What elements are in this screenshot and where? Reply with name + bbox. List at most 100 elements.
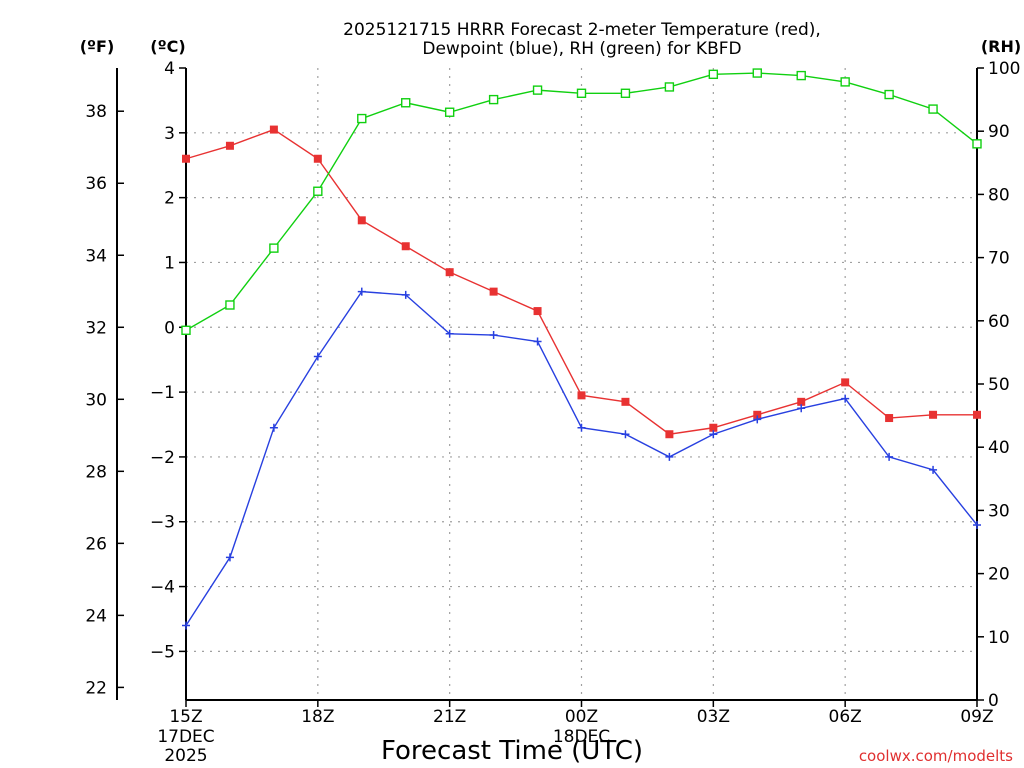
celsius-tick-label: −1 (150, 383, 175, 403)
data-series (181, 68, 982, 630)
data-point (796, 70, 806, 81)
data-point (577, 391, 586, 400)
data-point (665, 452, 674, 461)
data-point (489, 331, 498, 340)
data-point (577, 423, 586, 432)
data-point (665, 430, 674, 439)
fahrenheit-tick-label: 26 (85, 534, 107, 554)
celsius-tick-label: −3 (150, 513, 175, 533)
rh-tick-label: 60 (988, 312, 1010, 332)
data-point (357, 216, 366, 225)
x-tick-label: 15Z (169, 707, 202, 727)
rh-tick-label: 70 (988, 249, 1010, 269)
series-dewpoint (182, 287, 981, 630)
data-point (225, 300, 235, 310)
rh-tick-label: 90 (988, 122, 1010, 142)
fahrenheit-tick-label: 28 (85, 462, 107, 482)
data-point (841, 378, 850, 387)
data-point (444, 107, 455, 117)
data-point (445, 268, 454, 277)
data-point (445, 329, 454, 338)
data-point (357, 113, 367, 124)
data-point (621, 397, 630, 406)
watermark: coolwx.com/modelts (859, 747, 1013, 765)
x-tick-label: 18Z (301, 707, 334, 727)
celsius-tick-label: 1 (164, 253, 175, 273)
x-tick-sublabel: 17DEC (157, 727, 214, 747)
data-point (620, 88, 631, 98)
rh-tick-label: 10 (988, 628, 1010, 648)
data-point (401, 98, 411, 108)
data-point (972, 139, 982, 149)
data-point (489, 287, 498, 296)
data-point (752, 68, 762, 78)
fahrenheit-tick-label: 22 (85, 678, 107, 698)
data-point (488, 94, 499, 105)
x-tick-label: 06Z (829, 707, 862, 727)
data-point (709, 430, 718, 439)
celsius-tick-label: −5 (150, 642, 175, 662)
data-point (884, 89, 894, 100)
x-tick-label: 09Z (960, 707, 993, 727)
fahrenheit-tick-label: 30 (85, 390, 107, 410)
data-point (973, 520, 981, 529)
series-rh (181, 68, 982, 335)
fahrenheit-tick-label: 24 (85, 606, 107, 626)
rh-tick-label: 50 (988, 375, 1010, 395)
data-point (709, 423, 718, 432)
fahrenheit-tick-label: 32 (85, 318, 107, 338)
data-point (313, 186, 323, 196)
data-point (225, 141, 234, 150)
data-point (269, 243, 279, 253)
data-point (269, 423, 278, 432)
data-point (841, 394, 850, 403)
celsius-tick-label: 4 (164, 59, 175, 79)
data-point (664, 82, 675, 92)
fahrenheit-tick-label: 34 (85, 246, 107, 266)
chart-subtitle: Dewpoint (blue), RH (green) for KBFD (422, 39, 741, 59)
fahrenheit-unit-label: (ºF) (80, 37, 115, 56)
data-point (797, 404, 806, 413)
data-point (753, 415, 762, 424)
data-point (929, 465, 938, 474)
data-point (182, 154, 190, 163)
data-point (753, 410, 762, 419)
series-2-meter-temperature (182, 125, 981, 439)
axes: 43210−1−2−3−4−53836343230282624221009080… (85, 59, 1020, 766)
x-axis-label: Forecast Time (UTC) (381, 736, 643, 766)
data-point (621, 430, 630, 439)
data-point (973, 410, 981, 419)
fahrenheit-tick-label: 36 (85, 174, 107, 194)
rh-unit-label: (RH) (981, 37, 1021, 56)
rh-tick-label: 20 (988, 565, 1010, 585)
x-tick-label: 00Z (565, 707, 598, 727)
data-point (797, 397, 806, 406)
data-point (401, 290, 410, 299)
data-point (929, 410, 938, 419)
data-point (708, 69, 719, 80)
rh-tick-label: 80 (988, 185, 1010, 205)
x-tick-sublabel: 2025 (164, 746, 207, 766)
data-point (533, 337, 542, 346)
celsius-tick-label: −4 (150, 578, 175, 598)
x-tick-label: 03Z (697, 707, 730, 727)
data-point (269, 125, 278, 134)
chart-title: 2025121715 HRRR Forecast 2-meter Tempera… (343, 20, 821, 40)
rh-tick-label: 100 (988, 59, 1020, 79)
celsius-tick-label: 3 (164, 124, 175, 144)
rh-tick-label: 30 (988, 501, 1010, 521)
celsius-tick-label: 2 (164, 189, 175, 209)
data-point (181, 325, 191, 335)
data-point (885, 414, 894, 423)
x-tick-sublabel: 18DEC (553, 727, 610, 747)
celsius-unit-label: (ºC) (150, 37, 185, 56)
grid-lines (186, 68, 977, 700)
data-point (225, 553, 234, 562)
data-point (357, 287, 366, 296)
data-point (840, 77, 850, 87)
data-point (313, 352, 322, 361)
data-point (576, 88, 587, 98)
rh-tick-label: 40 (988, 438, 1010, 458)
